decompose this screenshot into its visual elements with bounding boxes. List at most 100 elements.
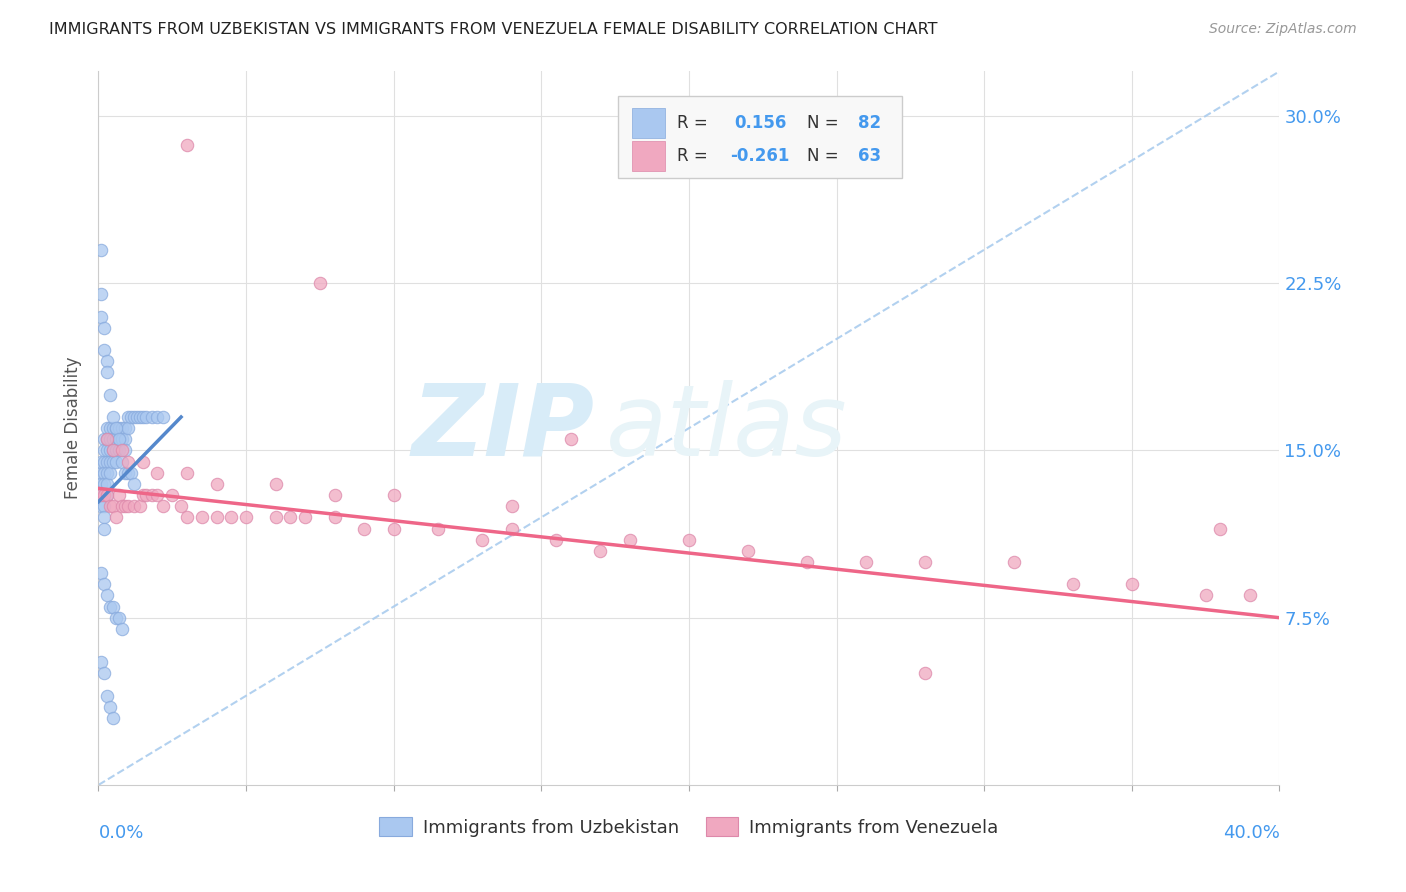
- Text: ZIP: ZIP: [412, 380, 595, 476]
- Point: [122, 476, 145, 491]
- Point: [117, 455, 139, 469]
- Point: [108, 611, 131, 625]
- Point: [93, 510, 115, 524]
- Point: [111, 443, 134, 458]
- Text: N =: N =: [807, 147, 844, 165]
- Text: R =: R =: [678, 147, 713, 165]
- FancyBboxPatch shape: [633, 141, 665, 171]
- Point: [146, 466, 169, 480]
- Point: [1195, 589, 1218, 603]
- Point: [111, 622, 134, 636]
- Point: [135, 410, 157, 425]
- FancyBboxPatch shape: [633, 108, 665, 137]
- Point: [96, 689, 118, 703]
- Point: [93, 343, 115, 358]
- FancyBboxPatch shape: [619, 96, 901, 178]
- Point: [90, 243, 112, 257]
- Point: [501, 500, 523, 514]
- Point: [93, 433, 115, 447]
- Point: [132, 488, 155, 502]
- Point: [120, 466, 142, 480]
- Point: [176, 138, 198, 153]
- Point: [90, 476, 112, 491]
- Point: [132, 455, 155, 469]
- Text: 82: 82: [858, 114, 882, 132]
- Point: [93, 488, 115, 502]
- Point: [501, 521, 523, 535]
- Point: [93, 666, 115, 681]
- Point: [914, 666, 936, 681]
- Point: [117, 500, 139, 514]
- Point: [90, 488, 112, 502]
- Point: [98, 433, 121, 447]
- Point: [103, 455, 125, 469]
- Point: [96, 476, 118, 491]
- Point: [114, 421, 136, 435]
- Point: [264, 510, 287, 524]
- Point: [323, 488, 346, 502]
- Text: atlas: atlas: [606, 380, 848, 476]
- Point: [103, 421, 125, 435]
- Point: [1121, 577, 1143, 591]
- Point: [796, 555, 818, 569]
- Point: [96, 443, 118, 458]
- Point: [98, 443, 121, 458]
- Point: [589, 544, 612, 558]
- Point: [162, 488, 183, 502]
- Point: [128, 410, 150, 425]
- Legend: Immigrants from Uzbekistan, Immigrants from Venezuela: Immigrants from Uzbekistan, Immigrants f…: [373, 810, 1005, 844]
- Point: [98, 421, 121, 435]
- Point: [1002, 555, 1025, 569]
- Point: [235, 510, 257, 524]
- Point: [98, 699, 121, 714]
- Text: 0.0%: 0.0%: [98, 824, 143, 842]
- Text: 0.156: 0.156: [734, 114, 786, 132]
- Point: [427, 521, 450, 535]
- Point: [108, 421, 131, 435]
- Point: [122, 410, 145, 425]
- Point: [141, 410, 163, 425]
- Point: [103, 711, 125, 725]
- Point: [96, 433, 118, 447]
- Point: [98, 599, 121, 614]
- Point: [309, 277, 332, 291]
- Point: [93, 443, 115, 458]
- Point: [205, 510, 228, 524]
- Point: [105, 455, 128, 469]
- Point: [103, 433, 125, 447]
- Point: [221, 510, 243, 524]
- Point: [855, 555, 877, 569]
- Point: [96, 421, 118, 435]
- Point: [93, 577, 115, 591]
- Point: [323, 510, 346, 524]
- Point: [93, 466, 115, 480]
- Point: [382, 488, 405, 502]
- Point: [111, 500, 134, 514]
- Point: [146, 488, 169, 502]
- Point: [737, 544, 759, 558]
- Point: [96, 466, 118, 480]
- Point: [90, 566, 112, 581]
- Point: [280, 510, 302, 524]
- Point: [471, 533, 494, 547]
- Point: [914, 555, 936, 569]
- Point: [105, 510, 128, 524]
- Point: [560, 433, 582, 447]
- Point: [128, 500, 150, 514]
- Point: [120, 410, 142, 425]
- Point: [90, 488, 112, 502]
- Point: [111, 433, 134, 447]
- Point: [96, 455, 118, 469]
- Point: [90, 500, 112, 514]
- Point: [90, 455, 112, 469]
- Point: [105, 443, 128, 458]
- Point: [105, 611, 128, 625]
- Point: [93, 500, 115, 514]
- Point: [1209, 521, 1232, 535]
- Point: [96, 488, 118, 502]
- Point: [93, 321, 115, 335]
- Point: [108, 488, 131, 502]
- Point: [294, 510, 316, 524]
- Point: [114, 466, 136, 480]
- Point: [114, 433, 136, 447]
